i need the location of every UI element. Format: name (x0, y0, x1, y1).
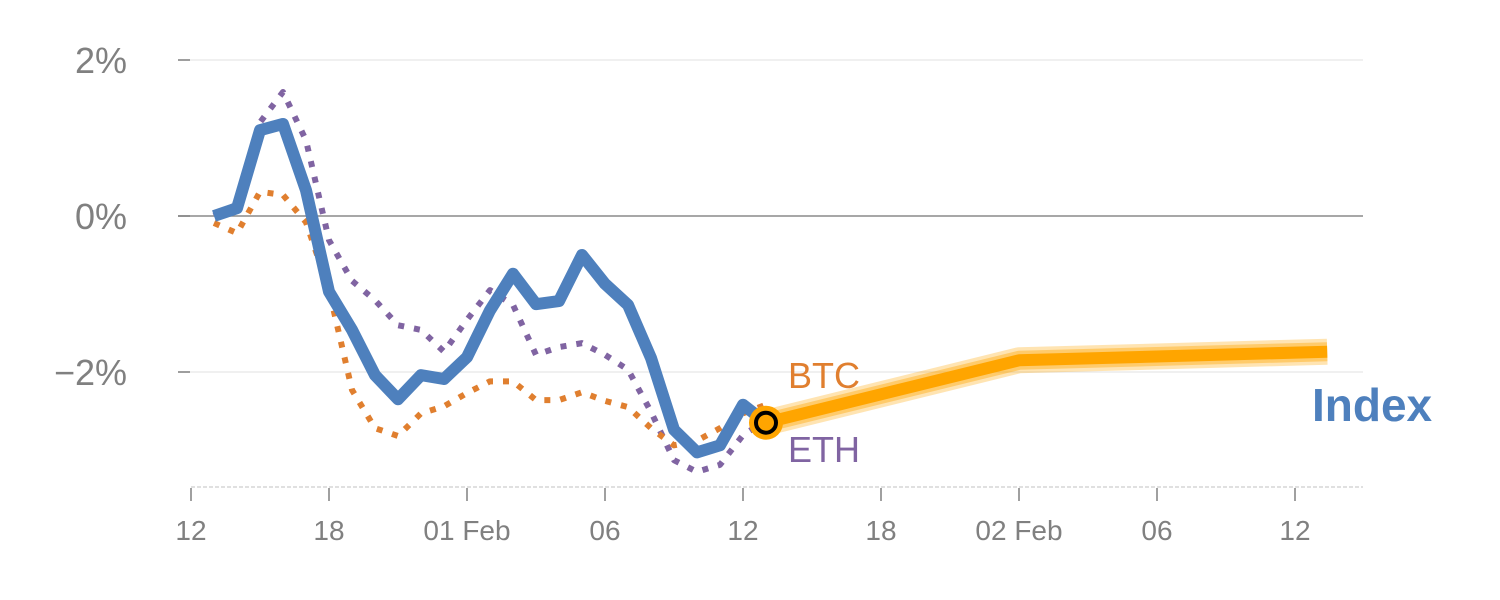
y-tick-label: 0% (75, 196, 127, 237)
current-point-ring (754, 410, 778, 435)
label-index: Index (1312, 379, 1433, 431)
label-eth: ETH (788, 429, 860, 470)
y-tick-label: −2% (54, 352, 127, 393)
series-group (212, 88, 1328, 475)
x-tick-label: 12 (175, 515, 206, 546)
series-line-btc (212, 188, 768, 449)
x-tick-label: 12 (727, 515, 758, 546)
series-line-index (212, 117, 770, 459)
x-tick-label: 02 Feb (975, 515, 1062, 546)
x-tick-label: 18 (313, 515, 344, 546)
label-btc: BTC (788, 355, 860, 396)
series-line-eth (212, 88, 768, 475)
series-labels: BTC ETH Index (788, 355, 1433, 470)
x-tick-label: 12 (1279, 515, 1310, 546)
y-axis: 2% 0% −2% (54, 40, 190, 393)
forecast-line (764, 345, 1328, 429)
x-axis: 12 18 01 Feb 06 12 18 02 Feb 06 12 (175, 486, 1363, 546)
x-tick-label: 18 (865, 515, 896, 546)
x-tick-label: 06 (589, 515, 620, 546)
x-tick-label: 01 Feb (423, 515, 510, 546)
current-point-marker (749, 405, 783, 440)
x-tick-label: 06 (1141, 515, 1172, 546)
y-tick-label: 2% (75, 40, 127, 81)
